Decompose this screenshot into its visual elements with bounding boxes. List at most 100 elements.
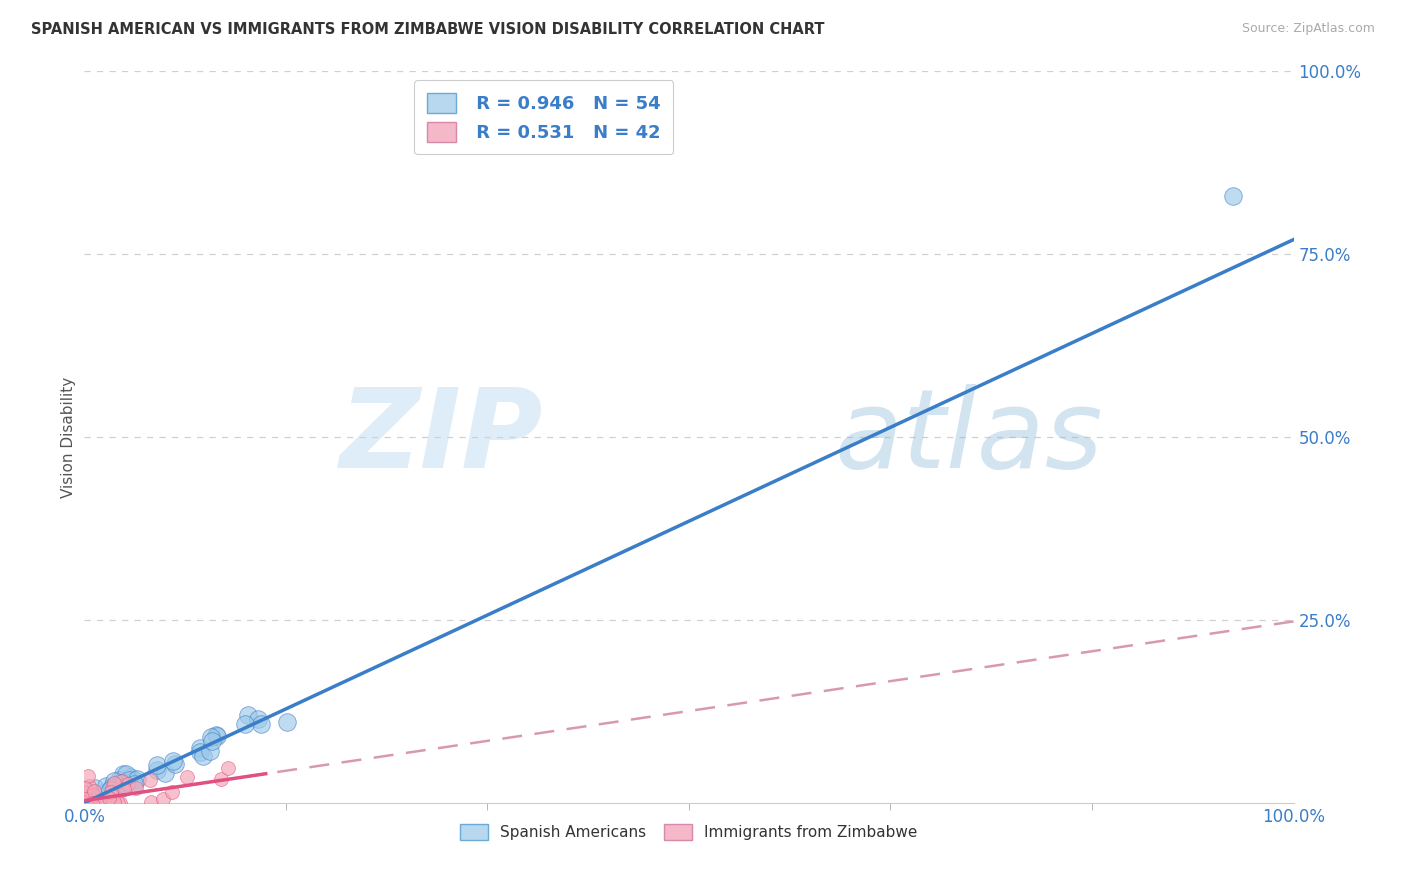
Point	[155, 765, 177, 780]
Point	[94, 796, 117, 810]
Point	[76, 769, 98, 783]
Point	[163, 756, 186, 771]
Text: atlas: atlas	[834, 384, 1102, 491]
Point	[96, 794, 118, 808]
Text: ZIP: ZIP	[340, 384, 544, 491]
Point	[188, 741, 211, 756]
Point	[198, 744, 221, 758]
Point	[76, 796, 98, 810]
Text: Source: ZipAtlas.com: Source: ZipAtlas.com	[1241, 22, 1375, 36]
Point	[162, 754, 184, 768]
Point	[103, 775, 125, 789]
Point	[98, 782, 121, 797]
Point	[76, 796, 98, 810]
Point	[122, 773, 145, 788]
Point	[120, 771, 142, 785]
Point	[84, 796, 107, 810]
Point	[83, 787, 105, 801]
Point	[76, 796, 98, 810]
Point	[209, 772, 232, 787]
Point	[82, 788, 104, 802]
Point	[89, 793, 111, 807]
Point	[111, 773, 134, 788]
Point	[75, 796, 97, 810]
Point	[87, 791, 110, 805]
Point	[79, 796, 101, 810]
Point	[97, 796, 120, 810]
Point	[100, 780, 122, 795]
Point	[152, 792, 174, 806]
Point	[236, 708, 259, 723]
Point	[205, 730, 228, 744]
Point	[91, 788, 114, 802]
Point	[125, 772, 148, 786]
Point	[75, 792, 97, 806]
Point	[97, 784, 120, 798]
Point	[77, 790, 100, 805]
Point	[79, 793, 101, 807]
Point	[100, 784, 122, 798]
Point	[96, 780, 118, 794]
Point	[205, 728, 228, 742]
Point	[162, 785, 184, 799]
Point	[76, 794, 98, 808]
Point	[200, 730, 222, 744]
Point	[122, 777, 145, 791]
Point	[107, 772, 129, 787]
Point	[103, 773, 125, 788]
Point	[101, 780, 124, 795]
Point	[93, 796, 115, 810]
Point	[103, 784, 125, 798]
Point	[73, 796, 96, 810]
Point	[112, 780, 135, 795]
Point	[117, 777, 139, 791]
Point	[125, 780, 148, 795]
Point	[146, 758, 169, 772]
Y-axis label: Vision Disability: Vision Disability	[60, 376, 76, 498]
Point	[103, 795, 125, 809]
Point	[94, 788, 117, 802]
Point	[76, 796, 98, 810]
Point	[82, 796, 104, 810]
Point	[73, 786, 96, 800]
Legend: Spanish Americans, Immigrants from Zimbabwe: Spanish Americans, Immigrants from Zimba…	[454, 818, 924, 847]
Point	[191, 748, 214, 763]
Point	[75, 796, 97, 810]
Point	[90, 786, 112, 800]
Point	[146, 764, 169, 778]
Point	[115, 767, 138, 781]
Point	[108, 796, 131, 810]
Point	[83, 781, 105, 796]
Point	[76, 790, 98, 805]
Point	[112, 781, 135, 796]
Point	[118, 772, 141, 787]
Point	[73, 780, 96, 795]
Point	[77, 780, 100, 794]
Point	[217, 761, 239, 775]
Point	[96, 796, 118, 810]
Point	[188, 745, 211, 759]
Point	[77, 796, 100, 810]
Point	[108, 775, 131, 789]
Point	[108, 775, 131, 789]
Point	[276, 715, 298, 730]
Point	[233, 717, 256, 731]
Point	[87, 793, 110, 807]
Point	[80, 796, 103, 810]
Point	[80, 796, 103, 810]
Point	[75, 796, 97, 810]
Point	[246, 712, 269, 726]
Point	[103, 795, 125, 809]
Point	[141, 795, 163, 809]
Point	[139, 772, 162, 787]
Point	[107, 796, 129, 810]
Point	[87, 796, 110, 810]
Point	[98, 790, 121, 805]
Point	[101, 788, 124, 802]
Text: SPANISH AMERICAN VS IMMIGRANTS FROM ZIMBABWE VISION DISABILITY CORRELATION CHART: SPANISH AMERICAN VS IMMIGRANTS FROM ZIMB…	[31, 22, 824, 37]
Point	[201, 734, 224, 748]
Point	[250, 717, 273, 731]
Point	[83, 783, 105, 797]
Point	[108, 778, 131, 792]
Point	[1222, 188, 1244, 202]
